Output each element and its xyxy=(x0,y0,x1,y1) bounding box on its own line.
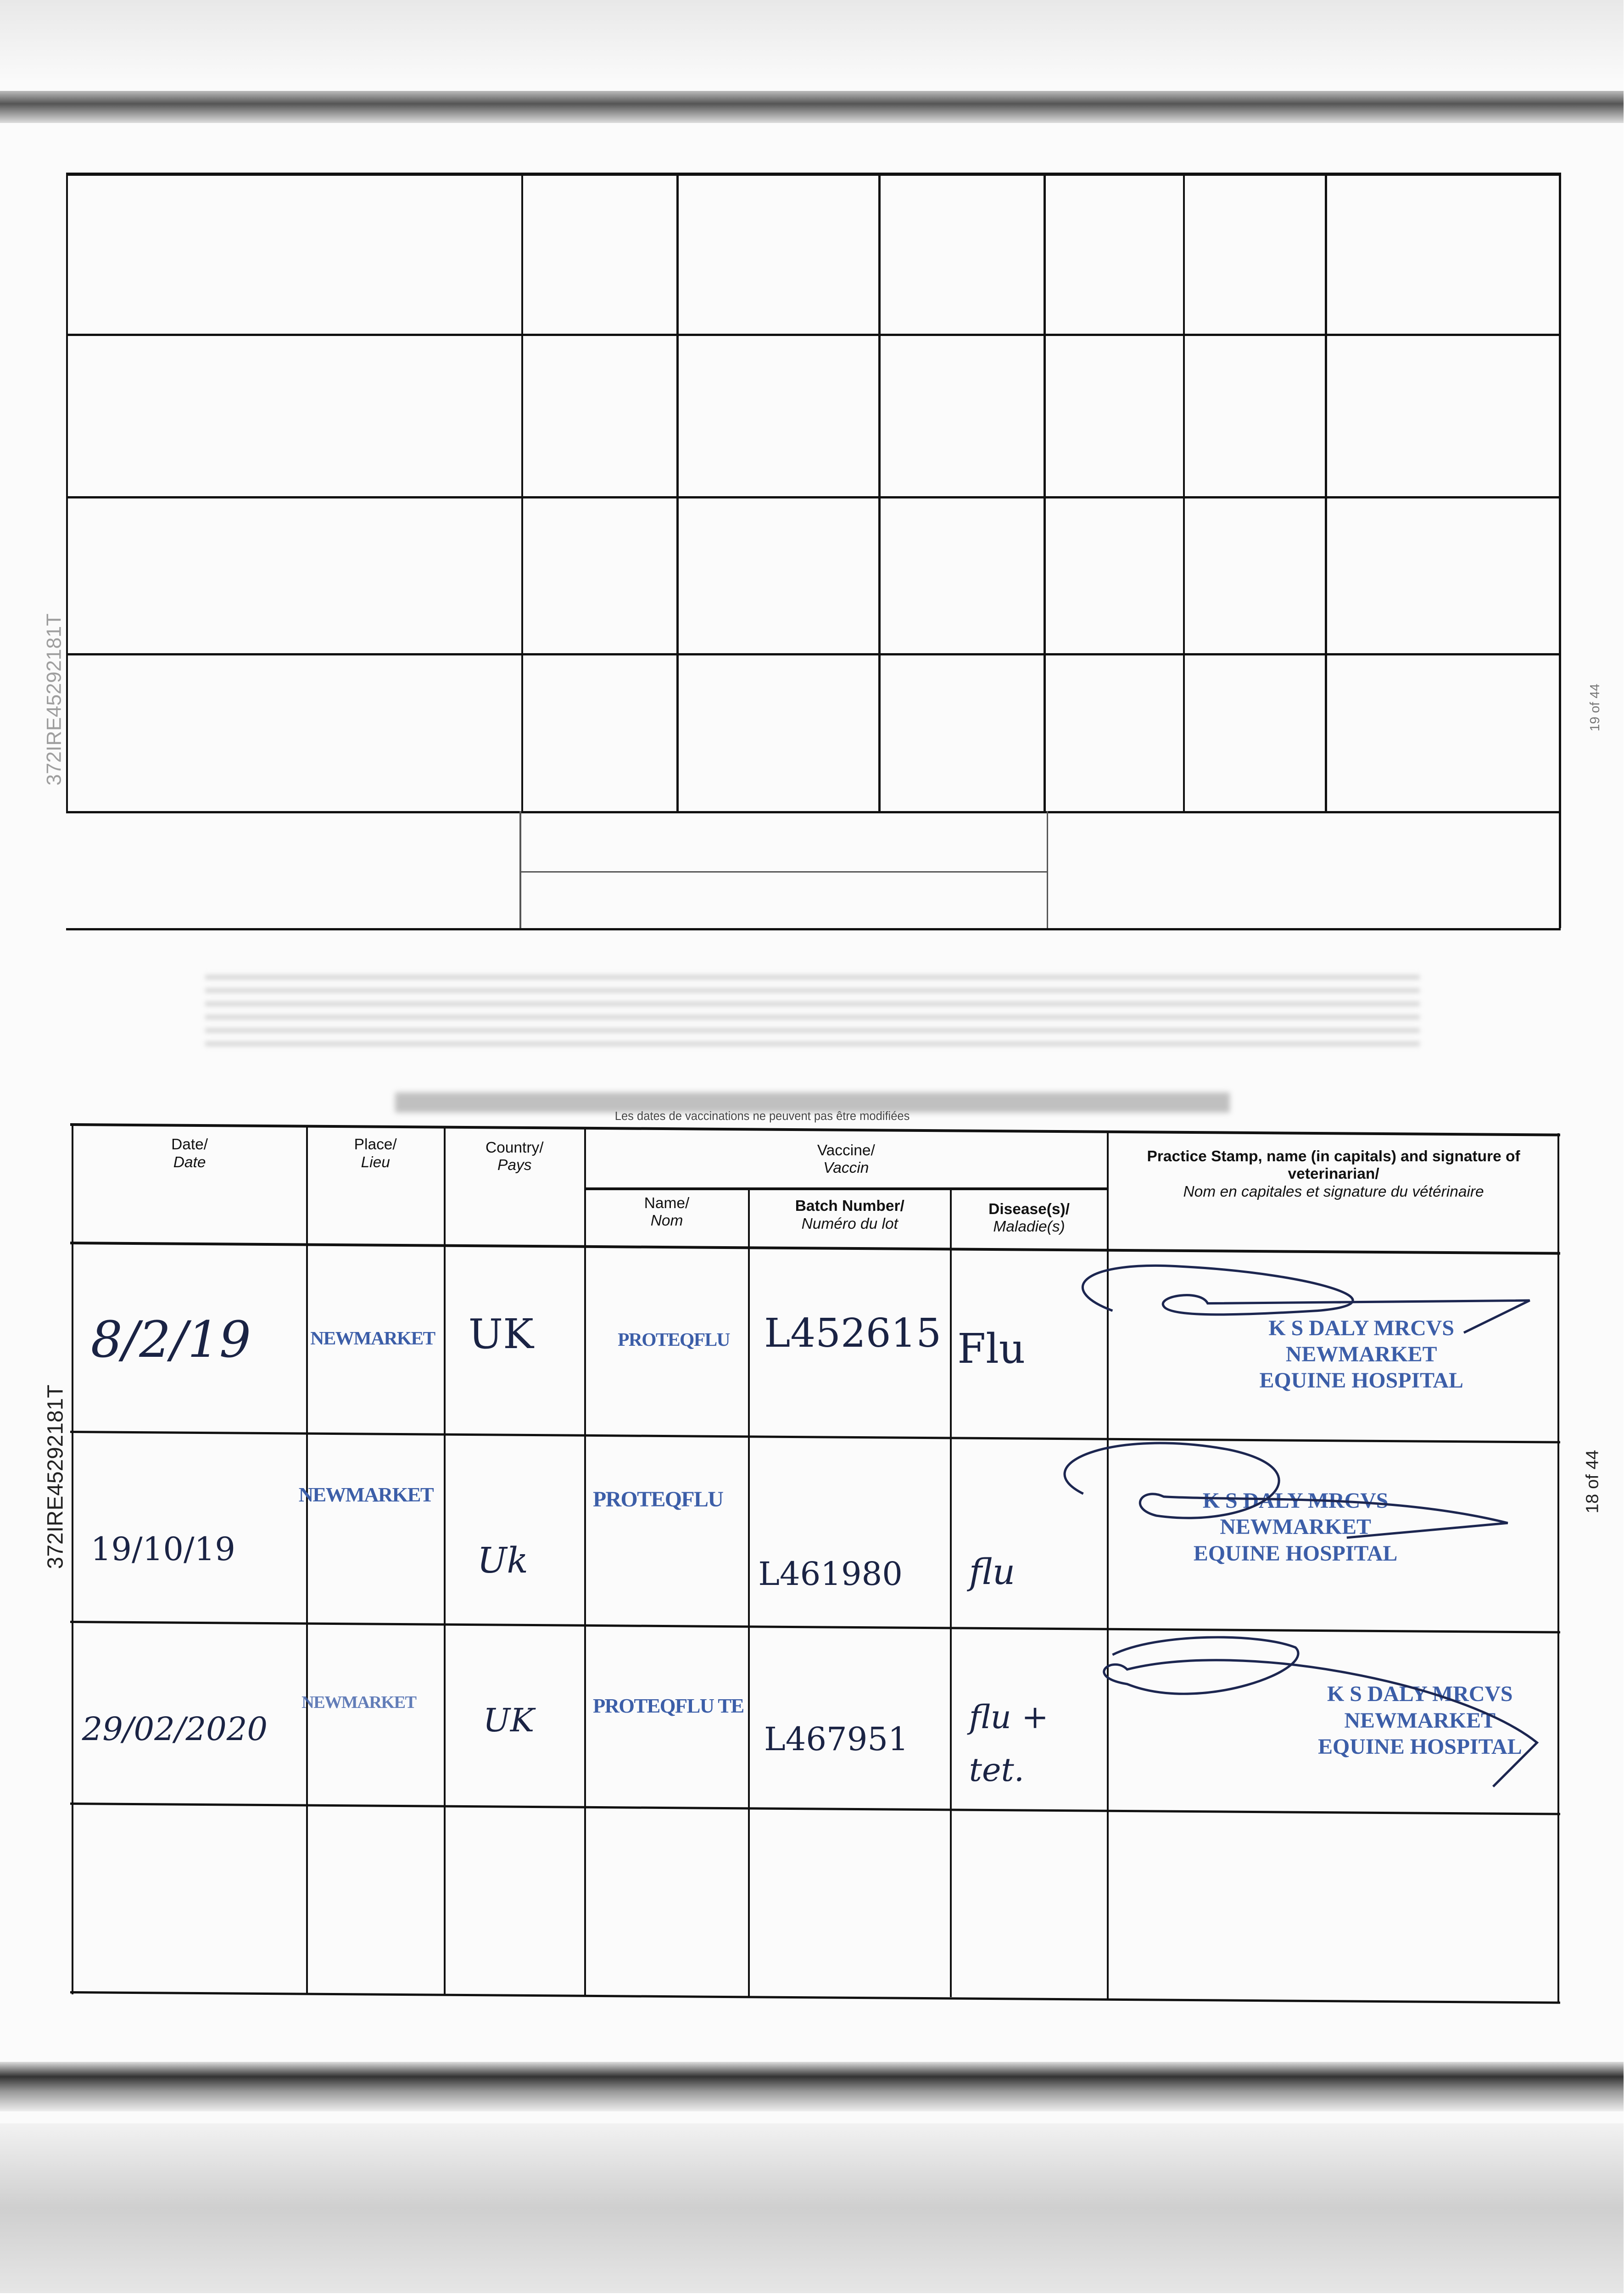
side-id: 372IRE45292181T xyxy=(43,1384,68,1569)
table-rule xyxy=(748,1189,750,1998)
table-rule xyxy=(1106,1130,1109,1999)
header-country-fr: Pays xyxy=(497,1157,532,1174)
disease-cell: Flu xyxy=(957,1325,1026,1373)
date-cell: 8/2/19 xyxy=(90,1310,251,1369)
header-batch-en: Batch Number/ xyxy=(795,1198,904,1215)
scan-edge-top xyxy=(0,0,1624,81)
country-cell: UK xyxy=(468,1310,534,1359)
note-text: Les dates de vaccinations ne peuvent pas… xyxy=(614,1110,910,1123)
table-rule xyxy=(66,811,1561,814)
table-rule xyxy=(1557,1133,1560,2003)
place-stamp: NEWMARKET xyxy=(310,1327,435,1349)
table-rule xyxy=(306,1126,308,1994)
table-rule xyxy=(519,811,521,929)
table-rule xyxy=(1559,173,1562,929)
header-batch: Batch Number/Numéro du lot xyxy=(749,1198,950,1233)
table-rule xyxy=(72,1124,74,1994)
header-date-fr: Date xyxy=(173,1153,206,1171)
header-country: Country/Pays xyxy=(445,1139,584,1175)
header-place-en: Place/ xyxy=(354,1136,397,1153)
stamp-line: K S DALY MRCVS xyxy=(1268,1315,1454,1340)
table-rule xyxy=(1324,173,1327,812)
signature-marks xyxy=(1063,1264,1539,1787)
stamp-line: NEWMARKET xyxy=(1344,1708,1496,1733)
table-rule xyxy=(878,173,881,812)
header-name-en: Name/ xyxy=(644,1195,690,1212)
vet-stamp: K S DALY MRCVS NEWMARKET EQUINE HOSPITAL xyxy=(1149,1488,1442,1567)
header-disease-fr: Maladie(s) xyxy=(993,1218,1065,1236)
stamp-line: EQUINE HOSPITAL xyxy=(1193,1541,1398,1566)
header-country-en: Country/ xyxy=(485,1139,544,1156)
table-rule xyxy=(66,173,1561,176)
table-rule xyxy=(521,173,524,812)
header-disease-en: Disease(s)/ xyxy=(988,1200,1070,1218)
table-rule xyxy=(1046,811,1049,929)
stamp-line: EQUINE HOSPITAL xyxy=(1318,1734,1522,1759)
scan-edge-bottom xyxy=(0,2123,1624,2293)
table-rule xyxy=(1044,173,1046,812)
header-place-fr: Lieu xyxy=(361,1153,390,1171)
date-cell: 29/02/2020 xyxy=(82,1710,268,1748)
header-date-en: Date/ xyxy=(171,1136,208,1153)
header-name-fr: Nom xyxy=(650,1212,683,1230)
vaccine-name-stamp: PROTEQFLU xyxy=(618,1329,730,1350)
header-stamp: Practice Stamp, name (in capitals) and s… xyxy=(1116,1148,1552,1201)
table-rule xyxy=(70,1123,1561,1136)
table-rule xyxy=(66,334,1561,336)
table-rule xyxy=(66,653,1561,655)
signature xyxy=(1103,1636,1539,1787)
show-through-text xyxy=(205,966,1420,1054)
table-rule xyxy=(66,928,1561,931)
stamp-line: NEWMARKET xyxy=(1285,1342,1437,1367)
country-cell: Uk xyxy=(477,1540,528,1581)
table-rule xyxy=(950,1189,952,1998)
table-rule xyxy=(70,1991,1561,2004)
header-stamp-fr: Nom en capitales et signature du vétérin… xyxy=(1183,1183,1484,1200)
show-through-text xyxy=(395,1092,1230,1113)
vet-stamp: K S DALY MRCVS NEWMARKET EQUINE HOSPITAL xyxy=(1288,1681,1551,1760)
table-rule xyxy=(66,496,1561,499)
place-stamp: NEWMARKET xyxy=(301,1693,417,1713)
batch-cell: L452615 xyxy=(764,1310,942,1357)
place-stamp: NEWMARKET xyxy=(298,1483,434,1506)
header-vaccine: Vaccine/Vaccin xyxy=(586,1142,1107,1177)
signature xyxy=(1063,1442,1508,1539)
date-cell: 19/10/19 xyxy=(90,1530,235,1568)
table-rule xyxy=(66,173,68,812)
header-place: Place/Lieu xyxy=(307,1136,444,1171)
binding-shadow-top xyxy=(0,90,1624,123)
batch-cell: L461980 xyxy=(758,1555,903,1593)
country-cell: UK xyxy=(483,1701,535,1739)
header-batch-fr: Numéro du lot xyxy=(801,1215,898,1232)
header-stamp-en: Practice Stamp, name (in capitals) and s… xyxy=(1147,1148,1520,1183)
header-vaccine-fr: Vaccin xyxy=(823,1159,869,1177)
disease-cell: flu xyxy=(969,1552,1016,1593)
page-number: 18 of 44 xyxy=(1582,1450,1602,1514)
stamp-line: K S DALY MRCVS xyxy=(1202,1489,1389,1513)
vaccine-name-stamp: PROTEQFLU TE xyxy=(592,1694,744,1717)
stamp-line: K S DALY MRCVS xyxy=(1327,1682,1513,1707)
signature xyxy=(1082,1264,1530,1334)
side-id-top: 372IRE45292181T xyxy=(43,613,66,786)
disease-cell: flu + tet. xyxy=(969,1698,1049,1789)
table-rule xyxy=(676,173,679,812)
stamp-line: EQUINE HOSPITAL xyxy=(1259,1368,1463,1393)
header-vaccine-en: Vaccine/ xyxy=(817,1142,875,1159)
vet-stamp: K S DALY MRCVS NEWMARKET EQUINE HOSPITAL xyxy=(1200,1315,1523,1394)
table-rule xyxy=(443,1127,446,1996)
header-disease: Disease(s)/Maladie(s) xyxy=(952,1201,1107,1236)
table-rule xyxy=(584,1127,586,1996)
table-rule xyxy=(1183,173,1185,812)
page-number-top: 19 of 44 xyxy=(1588,683,1603,732)
header-date: Date/Date xyxy=(73,1136,306,1171)
table-rule xyxy=(586,1187,1108,1191)
header-name: Name/Nom xyxy=(586,1195,748,1230)
vaccine-name-stamp: PROTEQFLU xyxy=(592,1487,724,1511)
table-rule xyxy=(519,871,1047,873)
binding-shadow-bottom xyxy=(0,2061,1624,2111)
batch-cell: L467951 xyxy=(764,1720,909,1758)
stamp-line: NEWMARKET xyxy=(1220,1515,1371,1539)
